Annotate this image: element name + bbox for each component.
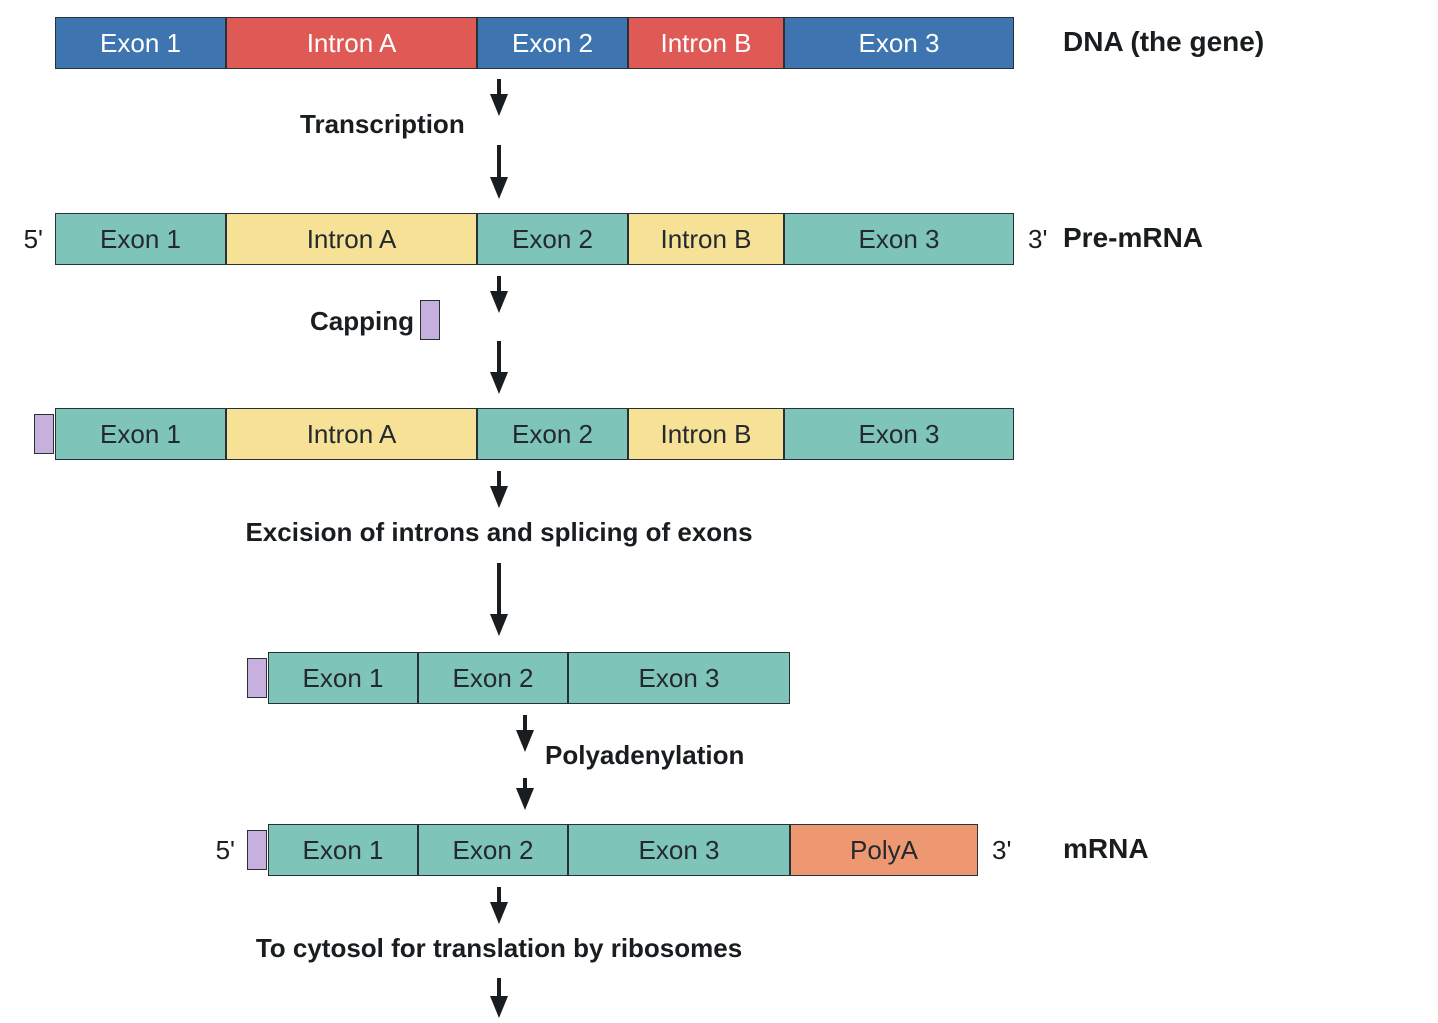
row-label-mrna: mRNA	[1063, 833, 1149, 865]
end-5prime: 5'	[216, 835, 235, 866]
cap-segment	[247, 658, 267, 698]
segment-exon3: Exon 3	[568, 824, 790, 876]
segment-intronA: Intron A	[226, 408, 477, 460]
cap-segment	[34, 414, 54, 454]
arrow-down	[479, 145, 519, 199]
segment-exon1: Exon 1	[268, 824, 418, 876]
arrow-down	[479, 341, 519, 394]
arrow-down	[479, 887, 519, 924]
arrow-down	[479, 79, 519, 116]
segment-intronB: Intron B	[628, 408, 784, 460]
segment-exon3: Exon 3	[784, 408, 1014, 460]
segment-exon1: Exon 1	[55, 17, 226, 69]
segment-exon3: Exon 3	[784, 213, 1014, 265]
segment-exon1: Exon 1	[55, 213, 226, 265]
segment-exon2: Exon 2	[418, 824, 568, 876]
segment-exon2: Exon 2	[477, 213, 628, 265]
row-label-dna: DNA (the gene)	[1063, 26, 1264, 58]
segment-exon3: Exon 3	[568, 652, 790, 704]
end-3prime: 3'	[1028, 224, 1047, 255]
cap-segment	[247, 830, 267, 870]
diagram-canvas: Exon 1Intron AExon 2Intron BExon 3DNA (t…	[0, 0, 1438, 1023]
capping-swatch	[420, 300, 440, 340]
segment-polyA: PolyA	[790, 824, 978, 876]
arrow-down	[505, 715, 545, 752]
segment-intronB: Intron B	[628, 213, 784, 265]
segment-exon3: Exon 3	[784, 17, 1014, 69]
arrow-down	[479, 276, 519, 313]
step-label: Transcription	[300, 109, 465, 140]
segment-intronB: Intron B	[628, 17, 784, 69]
segment-exon2: Exon 2	[477, 17, 628, 69]
end-3prime: 3'	[992, 835, 1011, 866]
step-label: Capping	[310, 306, 414, 337]
segment-exon2: Exon 2	[477, 408, 628, 460]
arrow-down	[479, 978, 519, 1018]
step-label: Excision of introns and splicing of exon…	[245, 517, 752, 548]
segment-intronA: Intron A	[226, 213, 477, 265]
segment-exon1: Exon 1	[55, 408, 226, 460]
arrow-down	[479, 563, 519, 636]
segment-exon1: Exon 1	[268, 652, 418, 704]
segment-intronA: Intron A	[226, 17, 477, 69]
arrow-down	[479, 471, 519, 508]
step-label: To cytosol for translation by ribosomes	[256, 933, 742, 964]
arrow-down	[505, 778, 545, 810]
segment-exon2: Exon 2	[418, 652, 568, 704]
row-label-pre-mrna: Pre-mRNA	[1063, 222, 1203, 254]
step-label: Polyadenylation	[545, 740, 744, 771]
end-5prime: 5'	[24, 224, 43, 255]
